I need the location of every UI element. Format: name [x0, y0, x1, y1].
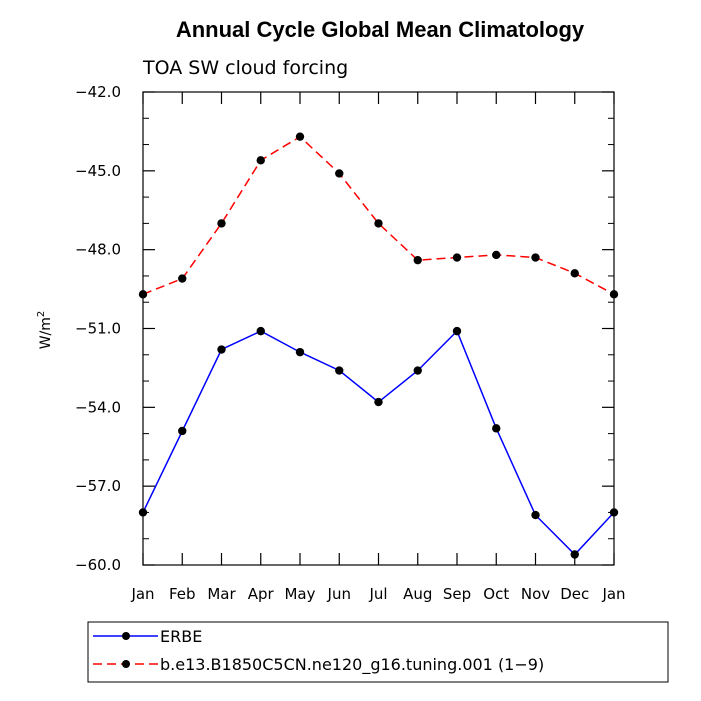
x-tick-label: Jun	[327, 585, 351, 603]
chart-subtitle: TOA SW cloud forcing	[142, 57, 348, 79]
series-layer	[138, 132, 619, 559]
x-tick-label: Apr	[248, 585, 275, 603]
series-1-point	[178, 274, 187, 283]
y-tick-label: −60.0	[75, 556, 121, 574]
y-tick-label: −51.0	[75, 320, 121, 338]
legend: ERBE b.e13.B1850C5CN.ne120_g16.tuning.00…	[87, 621, 669, 683]
series-1-point	[295, 132, 305, 141]
y-axis-label-text: W/m	[38, 317, 54, 349]
y-tick-label: −54.0	[75, 398, 121, 416]
plot-frame	[142, 91, 615, 566]
x-tick-label: Nov	[521, 585, 550, 603]
x-tick-label: Sep	[443, 585, 471, 603]
x-tick-label: Feb	[169, 585, 196, 603]
x-tick-label: May	[284, 585, 315, 603]
legend-box	[87, 621, 669, 683]
series-1-point	[452, 253, 462, 262]
legend-marker-erbe	[122, 632, 130, 640]
y-axis-label-superscript: 2	[36, 311, 47, 317]
series-1-point	[217, 219, 226, 228]
series-0-point	[452, 326, 462, 336]
series-1-point	[138, 290, 148, 299]
y-tick-label: −48.0	[75, 241, 121, 259]
series-0-point	[138, 508, 148, 517]
y-axis-label: W/m2	[36, 311, 54, 350]
y-tick-label: −42.0	[75, 83, 121, 101]
series-0-point	[570, 550, 579, 559]
x-tick-label: Jan	[601, 585, 625, 603]
series-0-point	[609, 508, 619, 517]
y-tick-label: −45.0	[75, 162, 121, 180]
series-0-point	[217, 345, 226, 354]
series-0-point	[295, 347, 305, 357]
series-0-point	[374, 397, 383, 407]
series-1-point	[492, 250, 501, 260]
x-tick-label: Jan	[130, 585, 154, 603]
series-1-point	[531, 253, 540, 262]
series-line-1	[142, 135, 615, 295]
series-1-point	[570, 269, 579, 278]
series-1-point	[256, 156, 265, 165]
x-tick-label: Aug	[403, 585, 432, 603]
series-line-0	[142, 329, 615, 556]
series-1-point	[374, 219, 383, 228]
x-tick-label: Oct	[483, 585, 509, 603]
series-1-point	[609, 290, 619, 299]
x-tick-label: Dec	[560, 585, 589, 603]
legend-label-model: b.e13.B1850C5CN.ne120_g16.tuning.001 (1−…	[160, 655, 544, 675]
chart-title: Annual Cycle Global Mean Climatology	[176, 17, 585, 42]
series-0-point	[256, 326, 265, 336]
y-tick-label: −57.0	[75, 477, 121, 495]
legend-label-erbe: ERBE	[160, 627, 202, 646]
series-1-point	[413, 255, 422, 265]
axes	[142, 91, 615, 566]
series-0-point	[492, 424, 501, 433]
series-0-point	[335, 366, 344, 375]
x-tick-label: Mar	[207, 585, 236, 603]
series-1-point	[335, 169, 344, 178]
series-0-point	[178, 426, 187, 436]
legend-marker-model	[122, 660, 130, 668]
series-0-point	[413, 366, 422, 375]
x-tick-label: Jul	[368, 585, 387, 603]
tick-labels: −42.0 −45.0 −48.0 −51.0 −54.0 −57.0 −60.0 Jan Fe…	[75, 83, 626, 603]
series-0-point	[531, 510, 540, 520]
